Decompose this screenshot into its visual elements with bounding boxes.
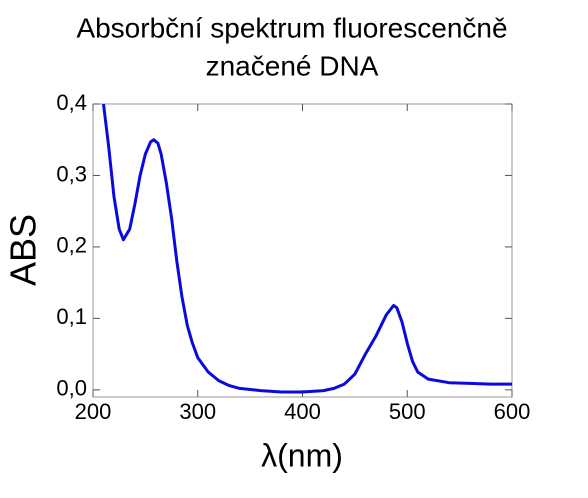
y-axis-label: ABS bbox=[3, 214, 44, 286]
y-tick-label: 0,3 bbox=[56, 161, 87, 186]
x-tick-label: 400 bbox=[284, 399, 321, 424]
x-tick-label: 300 bbox=[179, 399, 216, 424]
y-tick-label: 0,4 bbox=[56, 90, 87, 115]
x-axis-label: λ(nm) bbox=[261, 437, 343, 473]
chart-title: Absorbční spektrum fluorescenčně bbox=[76, 12, 507, 43]
x-tick-label: 200 bbox=[75, 399, 112, 424]
data-line bbox=[102, 103, 512, 394]
y-tick-label: 0,0 bbox=[56, 376, 87, 401]
y-tick-label: 0,2 bbox=[56, 233, 87, 258]
y-tick-label: 0,1 bbox=[56, 304, 87, 329]
x-tick-label: 500 bbox=[389, 399, 426, 424]
x-tick-label: 600 bbox=[494, 399, 531, 424]
plot-frame bbox=[92, 103, 513, 398]
chart-title: značené DNA bbox=[206, 50, 379, 81]
